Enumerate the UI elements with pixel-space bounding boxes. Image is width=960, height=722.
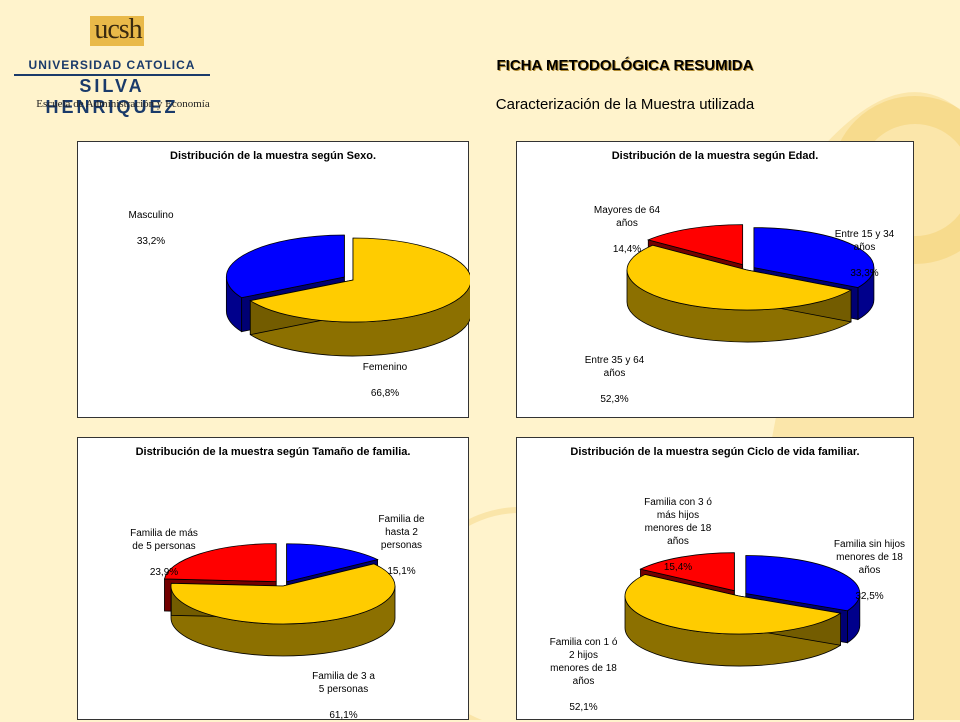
slice-label-masculino: Masculino 33,2% — [116, 196, 186, 248]
pie-slice — [249, 237, 470, 357]
pie-chart-ciclo-vida — [624, 552, 861, 667]
slice-top — [626, 244, 853, 311]
slice-category: Entre 35 y 64 años — [584, 355, 645, 379]
chart-title: Distribución de la muestra según Tamaño … — [135, 446, 411, 458]
slice-category: Familia sin hijos menores de 18 años — [833, 539, 906, 576]
slice-top — [286, 543, 379, 583]
pie-slices — [225, 234, 470, 357]
slice-label-3-o-mas-hijos: Familia con 3 ó más hijos menores de 18 … — [632, 483, 724, 574]
slice-category: Familia de más de 5 personas — [130, 528, 198, 552]
slice-top — [745, 555, 861, 612]
slice-top — [225, 234, 345, 299]
slice-top — [249, 237, 470, 323]
slice-value: 33,2% — [136, 236, 166, 247]
pie-chart-tamano-familia — [163, 543, 396, 657]
slice-top — [624, 574, 842, 635]
slice-value: 52,3% — [600, 394, 629, 405]
slice-label-35-64: Entre 35 y 64 años 52,3% — [572, 341, 657, 406]
slice-category: Entre 15 y 34 años — [834, 229, 895, 253]
university-logo: ucsh UNIVERSIDAD CATOLICA SILVA HENRIQUE… — [8, 10, 238, 117]
slice-label-mas-de-5: Familia de más de 5 personas 23,9% — [118, 514, 210, 579]
chart-panel-edad: Distribución de la muestra según Edad. E… — [516, 141, 914, 418]
chart-title: Distribución de la muestra según Ciclo d… — [570, 446, 860, 458]
logo-line-2: SILVA HENRIQUEZ — [45, 76, 179, 117]
page-subtitle: Caracterización de la Muestra utilizada — [495, 96, 755, 113]
chart-title: Distribución de la muestra según Sexo. — [170, 150, 376, 162]
slice-value: 61,1% — [329, 710, 358, 721]
chart-panel-ciclo-vida: Distribución de la muestra según Ciclo d… — [516, 437, 914, 720]
slice-label-1-o-2-hijos: Familia con 1 ó 2 hijos menores de 18 añ… — [541, 623, 626, 714]
logo-divider — [14, 74, 210, 76]
pie-slices — [163, 543, 396, 657]
pie-chart-sexo — [225, 234, 470, 357]
slice-label-3-a-5: Familia de 3 a 5 personas 61,1% — [301, 657, 386, 722]
chart-title: Distribución de la muestra según Edad. — [611, 150, 819, 162]
pie-slices — [624, 552, 861, 667]
logo-mark: ucsh — [94, 14, 142, 45]
chart-panel-tamano-familia: Distribución de la muestra según Tamaño … — [77, 437, 469, 722]
pie-slice — [624, 573, 842, 667]
slice-category: Masculino — [128, 210, 174, 221]
slice-top — [170, 563, 396, 625]
slice-label-mayores-64: Mayores de 64 años 14,4% — [581, 191, 673, 256]
slice-top — [639, 552, 735, 592]
slice-value: 66,8% — [370, 388, 400, 399]
slice-value: 23,9% — [149, 567, 179, 578]
slice-label-15-34: Entre 15 y 34 años 33,3% — [822, 215, 907, 280]
slice-value: 15,1% — [387, 566, 416, 577]
slice-category: Familia con 3 ó más hijos menores de 18 … — [644, 497, 712, 547]
slice-top — [647, 224, 744, 266]
logo-line-1: UNIVERSIDAD CATOLICA — [28, 58, 196, 72]
slice-value: 52,1% — [569, 702, 598, 713]
pie-slice — [170, 563, 396, 657]
slice-value: 14,4% — [612, 244, 642, 255]
slice-category: Familia de 3 a 5 personas — [312, 671, 375, 695]
pie-chart-edad — [626, 224, 875, 343]
slice-top — [753, 227, 875, 288]
slice-category: Familia con 1 ó 2 hijos menores de 18 añ… — [549, 637, 618, 687]
chart-panel-sexo: Distribución de la muestra según Sexo. M… — [77, 141, 470, 418]
slice-top — [163, 543, 277, 583]
slice-category: Familia de hasta 2 personas — [378, 514, 425, 551]
pie-slices — [626, 224, 875, 343]
logo-school-name: Escuela de Administración y Economía — [36, 98, 210, 110]
pie-slice — [626, 244, 853, 343]
page-title: FICHA METODOLÓGICA RESUMIDA — [496, 57, 754, 74]
slice-value: 32,5% — [855, 591, 884, 602]
slice-label-femenino: Femenino 66,8% — [350, 348, 420, 400]
slice-value: 33,3% — [850, 268, 879, 279]
slice-category: Femenino — [362, 362, 408, 373]
logo-mark-background — [90, 16, 144, 46]
slice-value: 15,4% — [663, 562, 693, 573]
slice-label-sin-hijos: Familia sin hijos menores de 18 años 32,… — [827, 525, 912, 603]
slice-label-hasta-2: Familia de hasta 2 personas 15,1% — [364, 500, 439, 578]
slice-category: Mayores de 64 años — [593, 205, 661, 229]
